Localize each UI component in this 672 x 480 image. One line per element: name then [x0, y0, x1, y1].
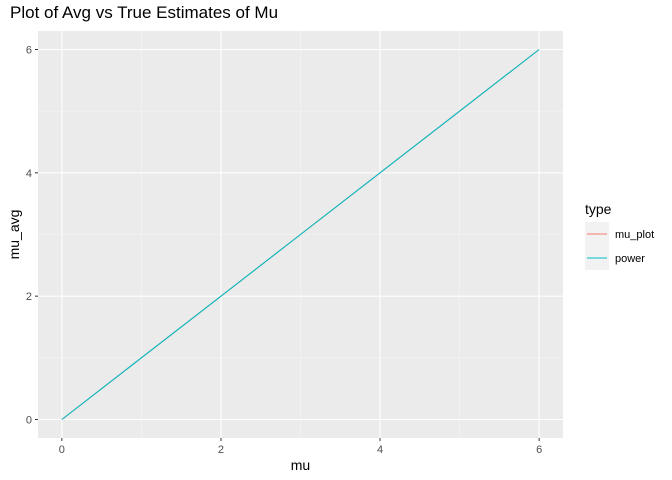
- legend-label-mu_plot: mu_plot: [615, 229, 654, 241]
- y-axis-ticks: 0 2 4 6: [26, 45, 38, 427]
- x-tick-label: 2: [218, 444, 224, 456]
- legend-title: type: [585, 201, 612, 217]
- y-tick-label: 0: [26, 415, 32, 427]
- chart-title: Plot of Avg vs True Estimates of Mu: [10, 3, 279, 22]
- y-tick-label: 2: [26, 291, 32, 303]
- y-axis-title: mu_avg: [6, 210, 22, 260]
- y-tick-label: 4: [26, 168, 32, 180]
- series-line-power: [61, 49, 540, 420]
- x-axis-title: mu: [291, 457, 310, 473]
- major-gridlines: [38, 31, 563, 438]
- x-tick-label: 4: [377, 444, 383, 456]
- x-axis-ticks: 0 2 4 6: [59, 438, 542, 456]
- x-tick-label: 6: [536, 444, 542, 456]
- x-tick-label: 0: [59, 444, 65, 456]
- series-lines: [61, 49, 540, 420]
- legend-label-power: power: [615, 253, 645, 265]
- y-tick-label: 6: [26, 45, 32, 57]
